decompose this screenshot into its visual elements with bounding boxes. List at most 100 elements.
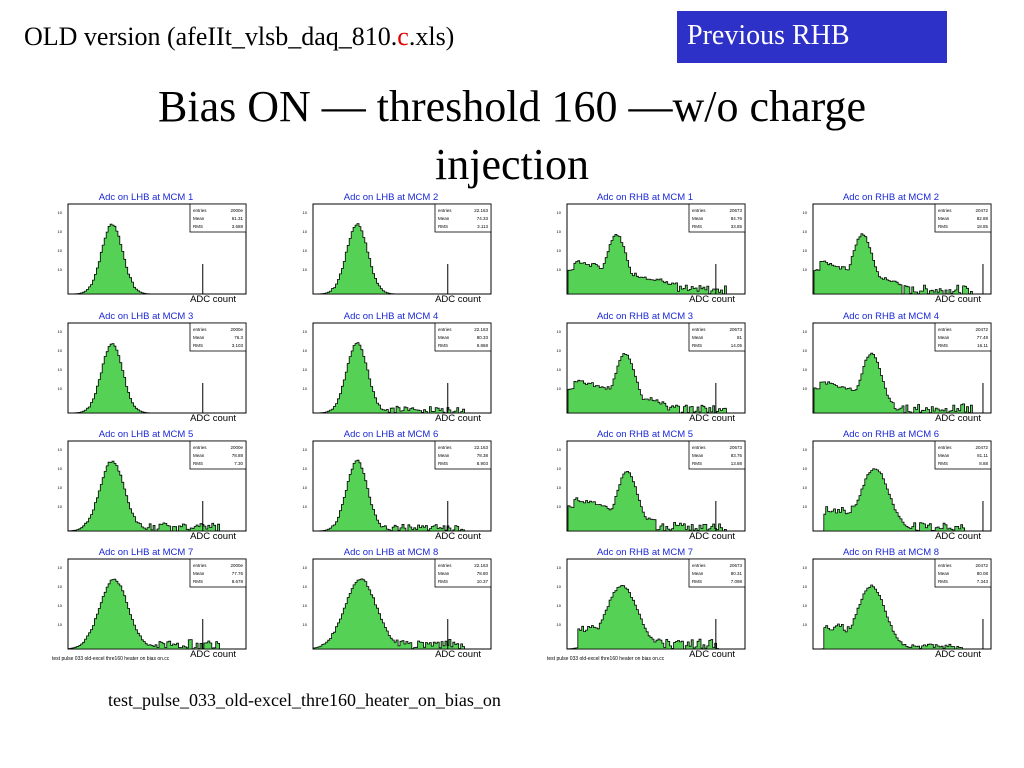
stats-label: RMS: [193, 461, 203, 466]
stats-box: [688, 558, 746, 588]
stats-value: 20673: [729, 327, 742, 332]
histogram-bars: [69, 343, 245, 414]
y-tick-label: 10: [557, 386, 562, 391]
stats-value: 22.163: [474, 208, 488, 213]
histogram-panel: Adc on LHB at MCM 5 entries 2000e Mean 78.88…: [58, 429, 247, 542]
stats-box: [434, 558, 492, 588]
stats-label: entries: [938, 327, 952, 332]
y-tick-label: 10: [303, 565, 308, 570]
stats-value: 61.31: [232, 216, 244, 221]
y-tick-label: 10: [58, 466, 63, 471]
stats-box: [434, 322, 492, 352]
y-tick-label: 10: [803, 248, 808, 253]
y-tick-label: 10: [803, 622, 808, 627]
y-tick-label: 10: [803, 447, 808, 452]
stats-label: Mean: [692, 216, 704, 221]
x-axis-label: ADC count: [935, 649, 981, 660]
stats-label: RMS: [438, 224, 448, 229]
stats-value: 13.88: [731, 461, 743, 466]
y-tick-label: 10: [303, 622, 308, 627]
stats-value: 80.33: [477, 335, 489, 340]
y-tick-label: 10: [303, 447, 308, 452]
y-tick-label: 10: [557, 367, 562, 372]
histogram-title: Adc on RHB at MCM 4: [843, 311, 939, 322]
stats-label: RMS: [692, 579, 702, 584]
stats-label: Mean: [938, 571, 950, 576]
stats-value: 33.85: [731, 224, 743, 229]
stats-label: entries: [438, 208, 452, 213]
x-axis-label: ADC count: [689, 531, 735, 542]
previous-rhb-button[interactable]: Previous RHB: [677, 11, 947, 63]
panel-footer-left: test pulse 033 old-excel thre160 heater …: [52, 656, 170, 662]
stats-label: entries: [193, 208, 207, 213]
stats-value: 10.37: [477, 579, 489, 584]
histogram-bars: [813, 352, 990, 414]
stats-value: 7.343: [977, 579, 989, 584]
histogram-panel: Adc on RHB at MCM 3 entries 20673 Mean 81 RMS…: [557, 311, 746, 424]
y-tick-label: 10: [803, 267, 808, 272]
slide-title-line2: injection: [435, 140, 589, 189]
histogram-title: Adc on RHB at MCM 8: [843, 547, 939, 558]
stats-value: 22.163: [474, 445, 488, 450]
stats-value: 78.38: [477, 453, 489, 458]
histogram-bars: [314, 459, 490, 532]
x-axis-label: ADC count: [190, 294, 236, 305]
histogram-bars: [814, 468, 990, 532]
stats-value: 3.113: [477, 224, 488, 229]
histogram-title: Adc on RHB at MCM 3: [597, 311, 693, 322]
histogram-panel: Adc on LHB at MCM 7 entries 2000e Mean 77.76…: [58, 547, 247, 660]
y-tick-label: 10: [58, 485, 63, 490]
stats-box: [189, 558, 247, 588]
histogram-panel: Adc on RHB at MCM 6 entries 20472 Mean 81.11…: [803, 429, 992, 542]
stats-value: 84.76: [731, 216, 743, 221]
y-tick-label: 10: [557, 466, 562, 471]
stats-value: 2000e: [230, 563, 243, 568]
histogram-title: Adc on RHB at MCM 6: [843, 429, 939, 440]
y-tick-label: 10: [303, 229, 308, 234]
stats-label: Mean: [692, 335, 704, 340]
y-tick-label: 10: [557, 248, 562, 253]
y-tick-label: 10: [557, 329, 562, 334]
old-version-note: OLD version (afeIIt_vlsb_daq_810.c.xls): [24, 22, 454, 52]
stats-label: RMS: [692, 224, 702, 229]
y-tick-label: 10: [803, 367, 808, 372]
y-tick-label: 10: [803, 603, 808, 608]
stats-value: 18.85: [977, 224, 989, 229]
histogram-title: Adc on LHB at MCM 4: [344, 311, 439, 322]
histogram-bars: [567, 233, 744, 295]
panel-footer-right: test pulse 033 old-excel thre160 heater …: [547, 656, 665, 662]
y-tick-label: 10: [303, 485, 308, 490]
stats-label: entries: [692, 445, 706, 450]
y-tick-label: 10: [557, 447, 562, 452]
stats-value: 8.678: [232, 579, 244, 584]
y-tick-label: 10: [803, 584, 808, 589]
stats-label: entries: [938, 208, 952, 213]
stats-box: [189, 203, 247, 233]
stats-value: 74.33: [477, 216, 489, 221]
stats-value: 20472: [975, 327, 988, 332]
histogram-title: Adc on RHB at MCM 7: [597, 547, 693, 558]
stats-value: 14.05: [731, 343, 743, 348]
histogram-bars: [314, 223, 490, 295]
stats-value: 78.88: [232, 453, 244, 458]
stats-box: [434, 440, 492, 470]
histogram-panel: Adc on LHB at MCM 2 entries 22.163 Mean 74.3…: [303, 192, 492, 305]
stats-label: RMS: [438, 579, 448, 584]
stats-value: 3.688: [232, 224, 244, 229]
stats-label: RMS: [438, 461, 448, 466]
y-tick-label: 10: [58, 267, 63, 272]
stats-value: 77.48: [977, 335, 989, 340]
stats-label: Mean: [193, 335, 205, 340]
histogram-panel: Adc on RHB at MCM 7 entries 20673 Mean 80.31…: [557, 547, 746, 660]
stats-value: 81: [737, 335, 743, 340]
x-axis-label: ADC count: [935, 413, 981, 424]
slide-title-line1: Bias ON — threshold 160 —w/o charge: [158, 82, 866, 131]
stats-value: 16.11: [977, 343, 988, 348]
stats-label: RMS: [193, 579, 203, 584]
stats-label: RMS: [692, 343, 702, 348]
y-tick-label: 10: [303, 210, 308, 215]
y-tick-label: 10: [557, 485, 562, 490]
stats-value: 81.11: [977, 453, 988, 458]
x-axis-label: ADC count: [689, 649, 735, 660]
